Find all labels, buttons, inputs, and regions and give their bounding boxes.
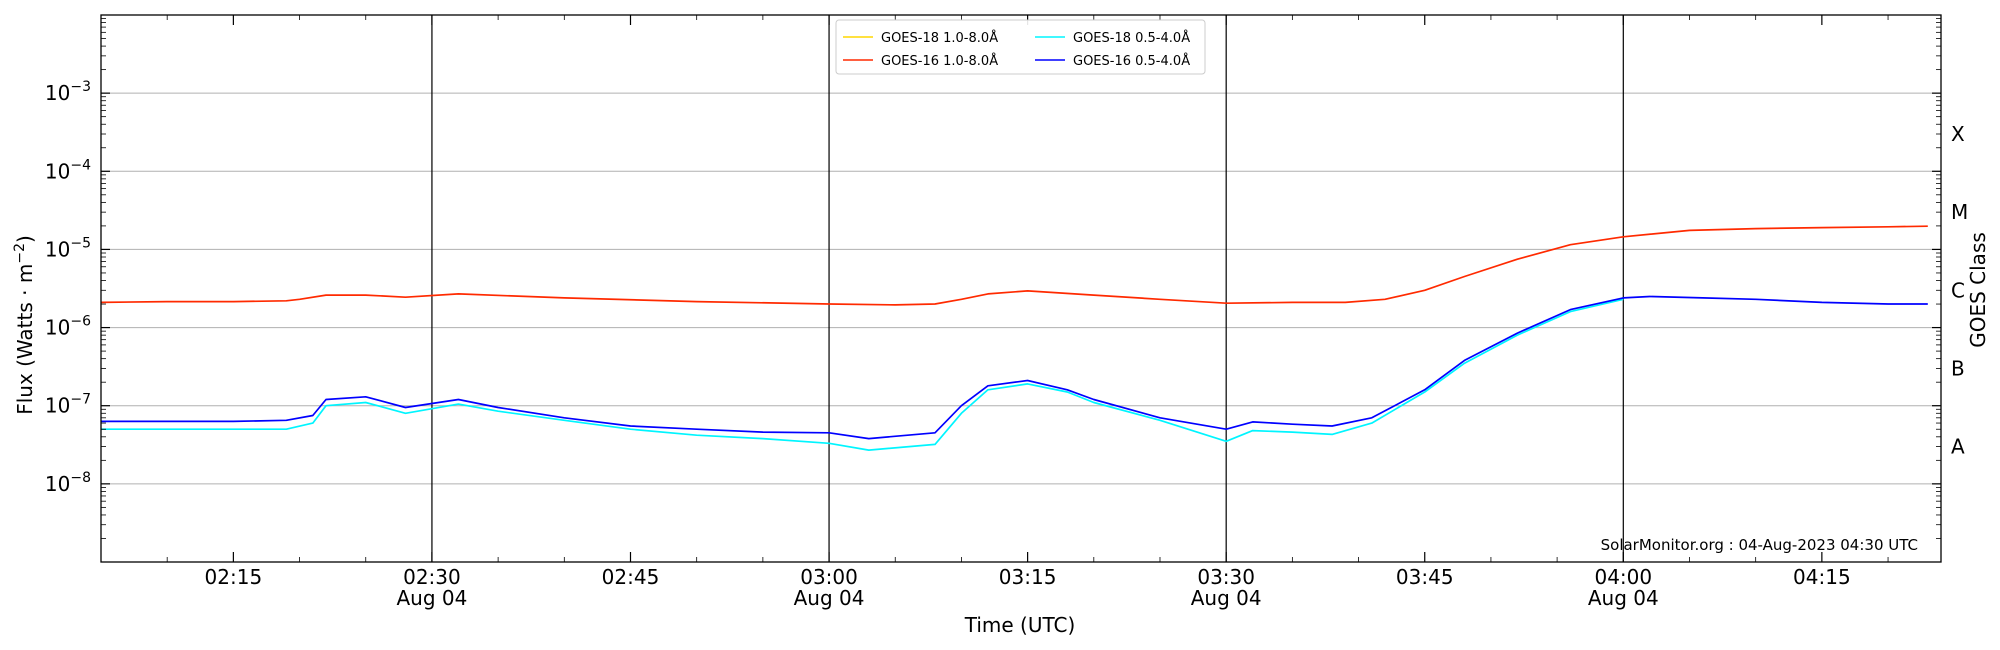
goes-class-label: B — [1951, 356, 1965, 380]
vertical-day-markers — [431, 15, 1624, 562]
y-tick-label-exponent: −4 — [70, 157, 91, 173]
legend-label-goes16-long: GOES-16 1.0-8.0Å — [881, 53, 998, 69]
y-tick-label-base: 10 — [45, 159, 70, 183]
y2-axis-title: GOES Class — [1966, 232, 1990, 348]
series-lines — [100, 225, 1928, 451]
x-tick-date-label: Aug 04 — [1588, 586, 1659, 610]
series-line-2 — [101, 298, 1624, 451]
legend-label-goes18-short: GOES-18 0.5-4.0Å — [1073, 30, 1190, 46]
y-tick-label: 10−5 — [45, 235, 91, 261]
legend-label-goes16-short: GOES-16 0.5-4.0Å — [1073, 53, 1190, 69]
plot-frame — [100, 14, 1942, 563]
x-axis-title: Time (UTC) — [964, 613, 1076, 637]
legend: GOES-18 1.0-8.0Å GOES-16 1.0-8.0Å GOES-1… — [835, 19, 1206, 75]
x-tick-label: 04:00 — [1594, 565, 1652, 589]
x-tick-date-label: Aug 04 — [794, 586, 865, 610]
y-tick-label-base: 10 — [45, 394, 70, 418]
y-tick-label: 10−3 — [45, 79, 91, 105]
goes-class-label: M — [1951, 200, 1968, 224]
x-tick-label: 02:15 — [205, 565, 263, 589]
y-axis-title: Flux (Watts · m−2) — [12, 235, 37, 415]
x-tick-label: 03:15 — [999, 565, 1057, 589]
x-tick-label: 04:15 — [1793, 565, 1851, 589]
series-line-1 — [100, 225, 1928, 306]
x-tick-label: 02:45 — [602, 565, 660, 589]
goes-class-label: A — [1951, 435, 1965, 459]
gridlines — [101, 92, 1941, 485]
axes — [100, 14, 1942, 563]
y-tick-label-base: 10 — [45, 81, 70, 105]
x-tick-label: 02:30 — [403, 565, 461, 589]
y-tick-label: 10−4 — [45, 157, 91, 183]
goes-class-label: X — [1951, 122, 1965, 146]
y-tick-label: 10−8 — [45, 470, 91, 496]
y-tick-label-base: 10 — [45, 237, 70, 261]
y-tick-label-exponent: −5 — [70, 235, 91, 251]
legend-frame — [835, 19, 1206, 75]
y-axis-title-close: ) — [13, 235, 37, 243]
y-tick-label-base: 10 — [45, 472, 70, 496]
legend-label-goes18-long: GOES-18 1.0-8.0Å — [881, 30, 998, 46]
source-annotation: SolarMonitor.org : 04-Aug-2023 04:30 UTC — [1601, 536, 1918, 554]
y-tick-label-exponent: −8 — [70, 470, 91, 486]
goes-class-label: C — [1951, 278, 1965, 302]
x-tick-label: 03:45 — [1396, 565, 1454, 589]
y-tick-label-exponent: −3 — [70, 79, 91, 95]
goes-class-labels: A B C M X — [1951, 122, 1968, 459]
y-tick-label: 10−6 — [45, 314, 91, 340]
y-axis-title-exponent: −2 — [12, 243, 28, 264]
tick-marks — [100, 15, 1941, 562]
series-line-3 — [101, 295, 1928, 440]
y-tick-label-exponent: −7 — [70, 392, 91, 408]
y-tick-label: 10−7 — [45, 392, 91, 418]
x-tick-date-label: Aug 04 — [397, 586, 468, 610]
x-tick-date-label: Aug 04 — [1191, 586, 1262, 610]
y-tick-label-base: 10 — [45, 316, 70, 340]
y-tick-label-exponent: −6 — [70, 314, 91, 330]
x-tick-label: 03:00 — [800, 565, 858, 589]
x-tick-label: 03:30 — [1197, 565, 1255, 589]
